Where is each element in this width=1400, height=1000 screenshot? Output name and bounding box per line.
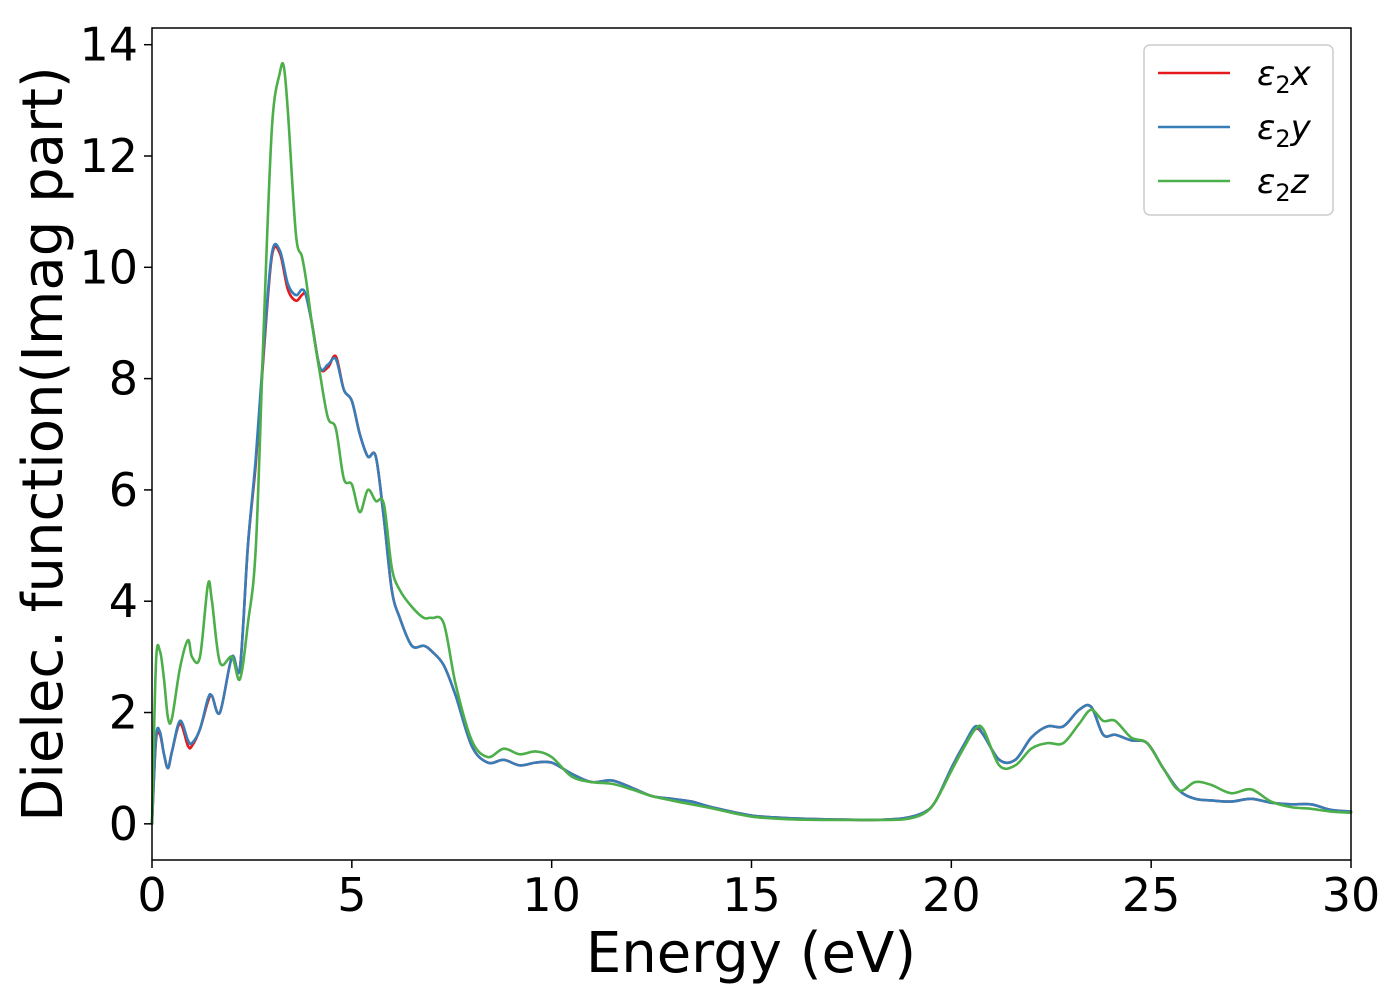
x-axis-label: Energy (eV): [586, 921, 916, 986]
y-tick-label: 8: [109, 352, 138, 406]
y-axis-ticks: 0 2 4 6 8 10 12 14: [79, 18, 152, 851]
x-tick-label: 25: [1122, 868, 1181, 922]
y-tick-label: 4: [109, 574, 138, 628]
series-layer: [150, 61, 1353, 826]
series-line-y: [150, 242, 1353, 826]
legend-label-z: ε2z: [1257, 162, 1310, 207]
legend-box: [1143, 44, 1334, 216]
x-tick-label: 30: [1322, 868, 1381, 922]
y-tick-label: 2: [109, 686, 138, 740]
x-tick-label: 15: [722, 868, 781, 922]
x-tick-label: 0: [137, 868, 166, 922]
y-tick-label: 6: [109, 463, 138, 517]
x-tick-label: 10: [522, 868, 581, 922]
y-axis-label: Dielec. function(Imag part): [11, 66, 76, 822]
x-tick-label: 5: [337, 868, 366, 922]
series-line-x: [150, 245, 1353, 826]
series-line-z: [150, 61, 1353, 826]
legend-label-y: ε2y: [1257, 108, 1312, 153]
legend-label-x: ε2x: [1257, 54, 1312, 99]
x-axis-ticks: 0 5 10 15 20 25 30: [137, 860, 1380, 922]
y-tick-label: 14: [79, 18, 138, 72]
x-tick-label: 20: [922, 868, 981, 922]
y-tick-label: 10: [79, 240, 138, 294]
y-tick-label: 0: [109, 797, 138, 851]
legend: ε2x ε2y ε2z: [1143, 44, 1334, 216]
y-tick-label: 12: [79, 129, 138, 183]
